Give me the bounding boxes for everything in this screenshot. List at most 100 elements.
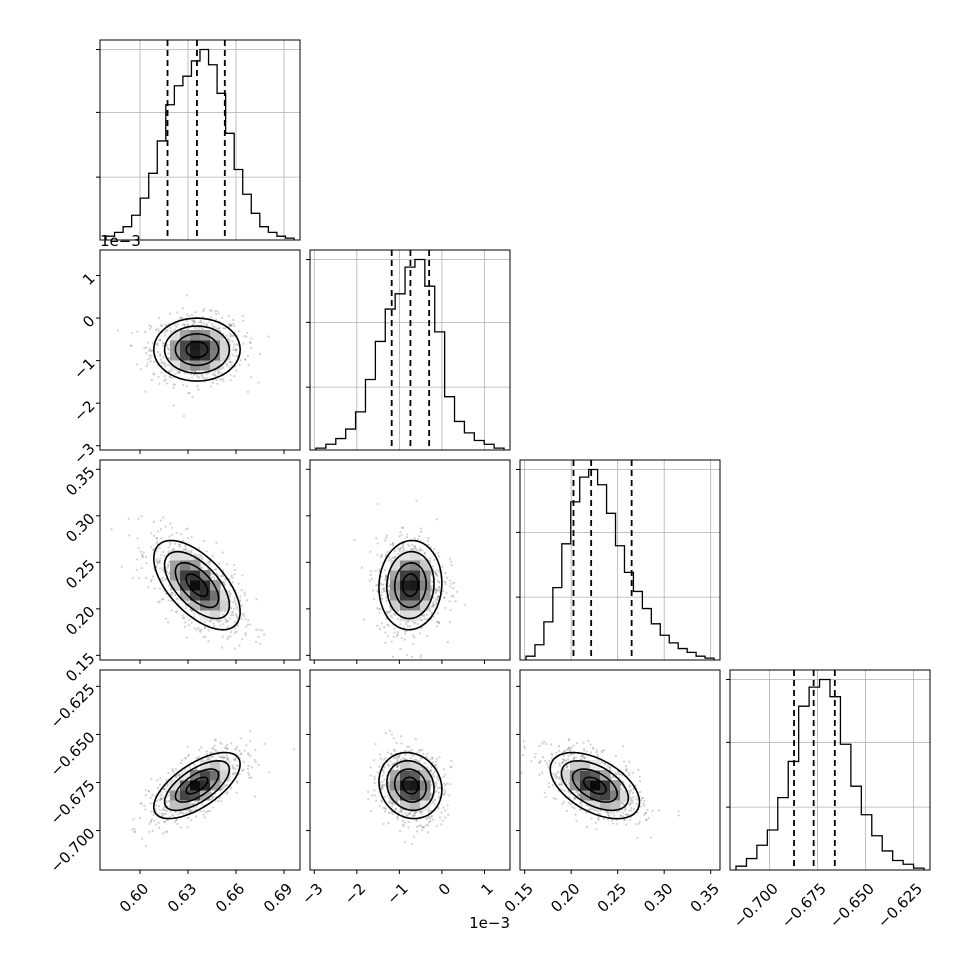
scatter-point: [217, 754, 220, 757]
scatter-point: [163, 379, 166, 382]
scatter-point: [230, 361, 234, 364]
scatter-point: [399, 546, 402, 549]
density-cell: [170, 550, 181, 561]
scatter-point: [224, 746, 227, 749]
scatter-point: [389, 543, 392, 546]
joint-content: [131, 730, 296, 848]
density-cell: [170, 340, 181, 351]
scatter-point: [193, 326, 196, 330]
scatter-point: [418, 749, 421, 752]
scatter-point: [150, 578, 153, 581]
density-cell: [220, 350, 231, 361]
density-cell: [220, 600, 231, 611]
scatter-point: [406, 814, 409, 817]
scatter-point: [257, 381, 260, 384]
density-cell: [190, 330, 201, 341]
scatter-point: [220, 742, 223, 746]
density-cell: [400, 770, 411, 781]
scatter-point: [421, 618, 424, 621]
scatter-point: [197, 326, 201, 329]
scatter-point: [161, 361, 164, 364]
scatter-point: [402, 756, 405, 759]
scatter-point: [410, 842, 413, 846]
scatter-point: [384, 574, 387, 577]
density-cell: [190, 780, 201, 791]
scatter-point: [166, 785, 169, 788]
scatter-point: [381, 774, 384, 777]
scatter-point: [387, 780, 390, 784]
scatter-point: [174, 775, 178, 778]
scatter-point: [209, 309, 212, 312]
scatter-point: [144, 808, 147, 811]
scatter-point: [182, 383, 185, 386]
scatter-point: [245, 625, 248, 628]
scatter-point: [150, 820, 153, 823]
scatter-point: [144, 555, 148, 559]
scatter-point: [150, 349, 153, 352]
scatter-point: [420, 766, 423, 769]
scatter-point: [145, 562, 148, 565]
scatter-point: [212, 373, 215, 377]
scatter-point: [140, 567, 143, 570]
density-cell: [190, 350, 201, 361]
scatter-point: [184, 545, 187, 548]
scatter-point: [415, 499, 418, 502]
scatter-point: [132, 818, 135, 821]
scatter-point: [229, 334, 233, 337]
scatter-point: [423, 552, 426, 555]
scatter-point: [382, 587, 385, 590]
scatter-point: [131, 576, 134, 580]
scatter-point: [380, 800, 383, 803]
scatter-point: [437, 569, 440, 572]
density-cell: [190, 580, 201, 591]
scatter-point: [179, 533, 183, 536]
scatter-point: [176, 311, 179, 314]
scatter-point: [147, 790, 150, 793]
scatter-point: [447, 813, 450, 816]
scatter-point: [382, 771, 386, 774]
histogram-p1: [315, 258, 505, 450]
scatter-point: [233, 343, 236, 346]
scatter-point: [435, 572, 438, 575]
scatter-point: [157, 601, 160, 604]
scatter-point: [235, 369, 238, 372]
scatter-point: [245, 599, 249, 602]
scatter-point: [169, 541, 172, 544]
scatter-point: [442, 782, 445, 785]
scatter-point: [167, 564, 170, 567]
scatter-point: [179, 810, 182, 814]
scatter-point: [144, 346, 148, 349]
scatter-point: [171, 533, 174, 536]
scatter-point: [167, 772, 170, 775]
scatter-point: [236, 780, 239, 783]
scatter-point: [192, 321, 196, 324]
scatter-point: [415, 819, 418, 823]
scatter-point: [166, 346, 169, 349]
scatter-point: [229, 630, 233, 634]
scatter-point: [392, 542, 395, 545]
scatter-point: [131, 331, 134, 334]
scatter-point: [139, 368, 142, 371]
scatter-point: [182, 414, 186, 418]
scatter-point: [222, 380, 225, 383]
scatter-point: [155, 540, 159, 543]
scatter-point: [130, 344, 133, 347]
scatter-point: [387, 781, 391, 784]
scatter-point: [169, 326, 172, 329]
scatter-point: [229, 324, 232, 327]
scatter-point: [401, 543, 404, 546]
scatter-point: [452, 581, 456, 584]
scatter-point: [156, 327, 159, 330]
scatter-point: [215, 572, 218, 575]
scatter-point: [207, 640, 210, 643]
scatter-point: [234, 747, 237, 751]
scatter-point: [214, 738, 217, 741]
scatter-point: [214, 374, 217, 377]
scatter-point: [165, 830, 168, 833]
scatter-point: [437, 621, 440, 624]
scatter-point: [159, 339, 162, 342]
scatter-point: [167, 352, 170, 355]
scatter-point: [231, 354, 234, 357]
scatter-point: [219, 624, 222, 627]
